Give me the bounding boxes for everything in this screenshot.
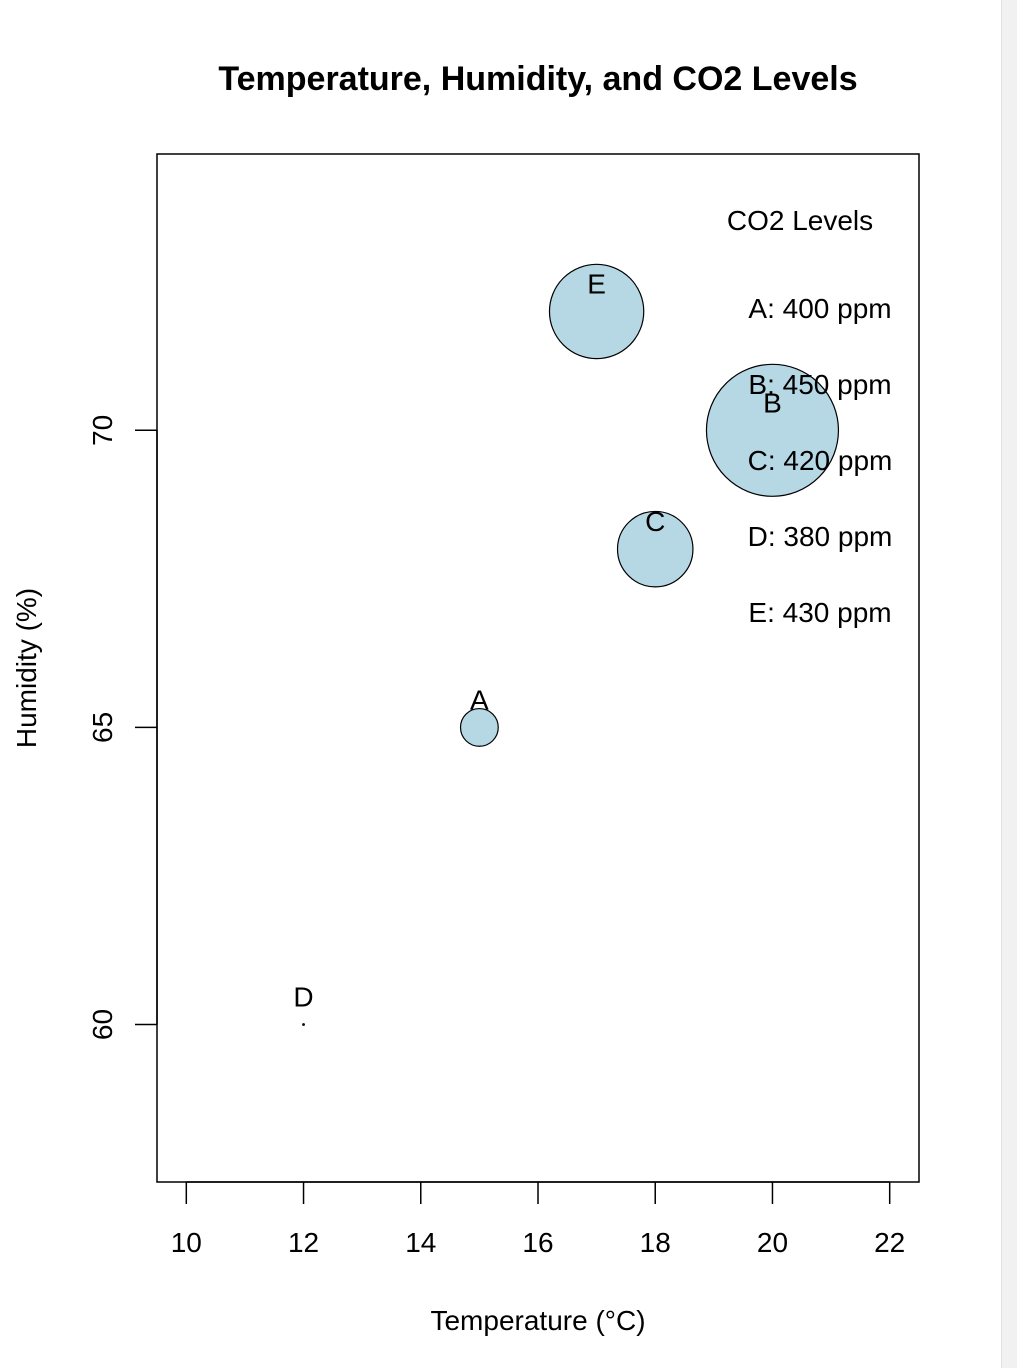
x-axis-label: Temperature (°C) xyxy=(430,1305,645,1336)
y-tick-label: 60 xyxy=(87,1009,118,1040)
bubble-layer: A B C D E xyxy=(293,263,840,1026)
legend-title: CO2 Levels xyxy=(727,205,873,236)
bubble-c xyxy=(616,510,694,588)
bubble-label-a: A xyxy=(470,684,489,715)
bubble-label-d: D xyxy=(293,982,313,1013)
legend-entry: E: 430 ppm xyxy=(748,597,891,628)
legend-entry: A: 400 ppm xyxy=(748,293,891,324)
x-tick-label: 18 xyxy=(640,1227,671,1258)
y-tick-label: 70 xyxy=(87,415,118,446)
x-tick-label: 16 xyxy=(522,1227,553,1258)
legend: CO2 Levels A: 400 ppm B: 450 ppm C: 420 pp… xyxy=(727,205,893,628)
x-tick-label: 12 xyxy=(288,1227,319,1258)
x-tick-label: 10 xyxy=(171,1227,202,1258)
x-tick-label: 20 xyxy=(757,1227,788,1258)
y-axis-label: Humidity (%) xyxy=(11,588,42,748)
bubble-a xyxy=(459,707,499,747)
y-axis: 60 65 70 xyxy=(87,415,158,1040)
bubble-label-c: C xyxy=(645,506,665,537)
chart-title: Temperature, Humidity, and CO2 Levels xyxy=(218,60,857,98)
legend-entry: C: 420 ppm xyxy=(748,445,893,476)
bubble-e xyxy=(548,263,645,360)
bubble-d xyxy=(302,1023,305,1026)
bubble-label-e: E xyxy=(587,268,606,299)
legend-entry: B: 450 ppm xyxy=(748,369,891,400)
x-tick-label: 22 xyxy=(874,1227,905,1258)
legend-entry: D: 380 ppm xyxy=(748,521,893,552)
vertical-scrollbar[interactable] xyxy=(1001,0,1017,1368)
y-tick-label: 65 xyxy=(87,712,118,743)
x-axis: 10 12 14 16 18 20 22 xyxy=(171,1181,905,1258)
bubble-b xyxy=(705,363,840,497)
x-tick-label: 14 xyxy=(405,1227,436,1258)
bubble-label-b: B xyxy=(763,387,782,418)
